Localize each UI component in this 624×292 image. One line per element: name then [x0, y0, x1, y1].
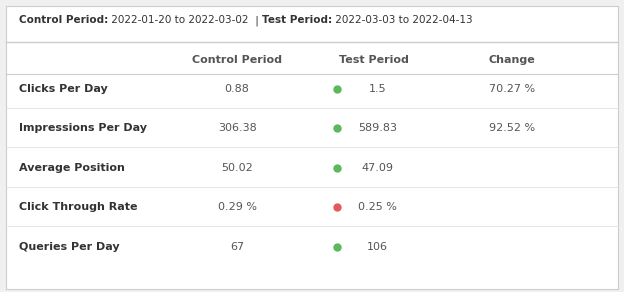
Text: Test Period: Test Period — [339, 55, 409, 65]
Text: Impressions Per Day: Impressions Per Day — [19, 124, 147, 133]
Text: 92.52 %: 92.52 % — [489, 124, 535, 133]
Text: 589.83: 589.83 — [358, 124, 397, 133]
FancyBboxPatch shape — [6, 6, 618, 289]
Text: Average Position: Average Position — [19, 163, 125, 173]
Text: |: | — [251, 15, 262, 26]
Text: 106: 106 — [367, 242, 388, 252]
Text: 2022-03-03 to 2022-04-13: 2022-03-03 to 2022-04-13 — [332, 15, 472, 25]
Text: Test Period:: Test Period: — [262, 15, 332, 25]
Text: 1.5: 1.5 — [369, 84, 386, 94]
Text: 50.02: 50.02 — [222, 163, 253, 173]
Text: Click Through Rate: Click Through Rate — [19, 202, 137, 212]
Text: 70.27 %: 70.27 % — [489, 84, 535, 94]
Text: Change: Change — [489, 55, 535, 65]
Text: 306.38: 306.38 — [218, 124, 256, 133]
Text: 67: 67 — [230, 242, 244, 252]
Text: 0.25 %: 0.25 % — [358, 202, 397, 212]
Text: 0.88: 0.88 — [225, 84, 250, 94]
Text: Clicks Per Day: Clicks Per Day — [19, 84, 107, 94]
Text: 2022-01-20 to 2022-03-02: 2022-01-20 to 2022-03-02 — [108, 15, 251, 25]
Text: 47.09: 47.09 — [361, 163, 394, 173]
Text: Control Period: Control Period — [192, 55, 282, 65]
Text: Control Period:: Control Period: — [19, 15, 108, 25]
Text: Queries Per Day: Queries Per Day — [19, 242, 119, 252]
Text: 0.29 %: 0.29 % — [218, 202, 256, 212]
